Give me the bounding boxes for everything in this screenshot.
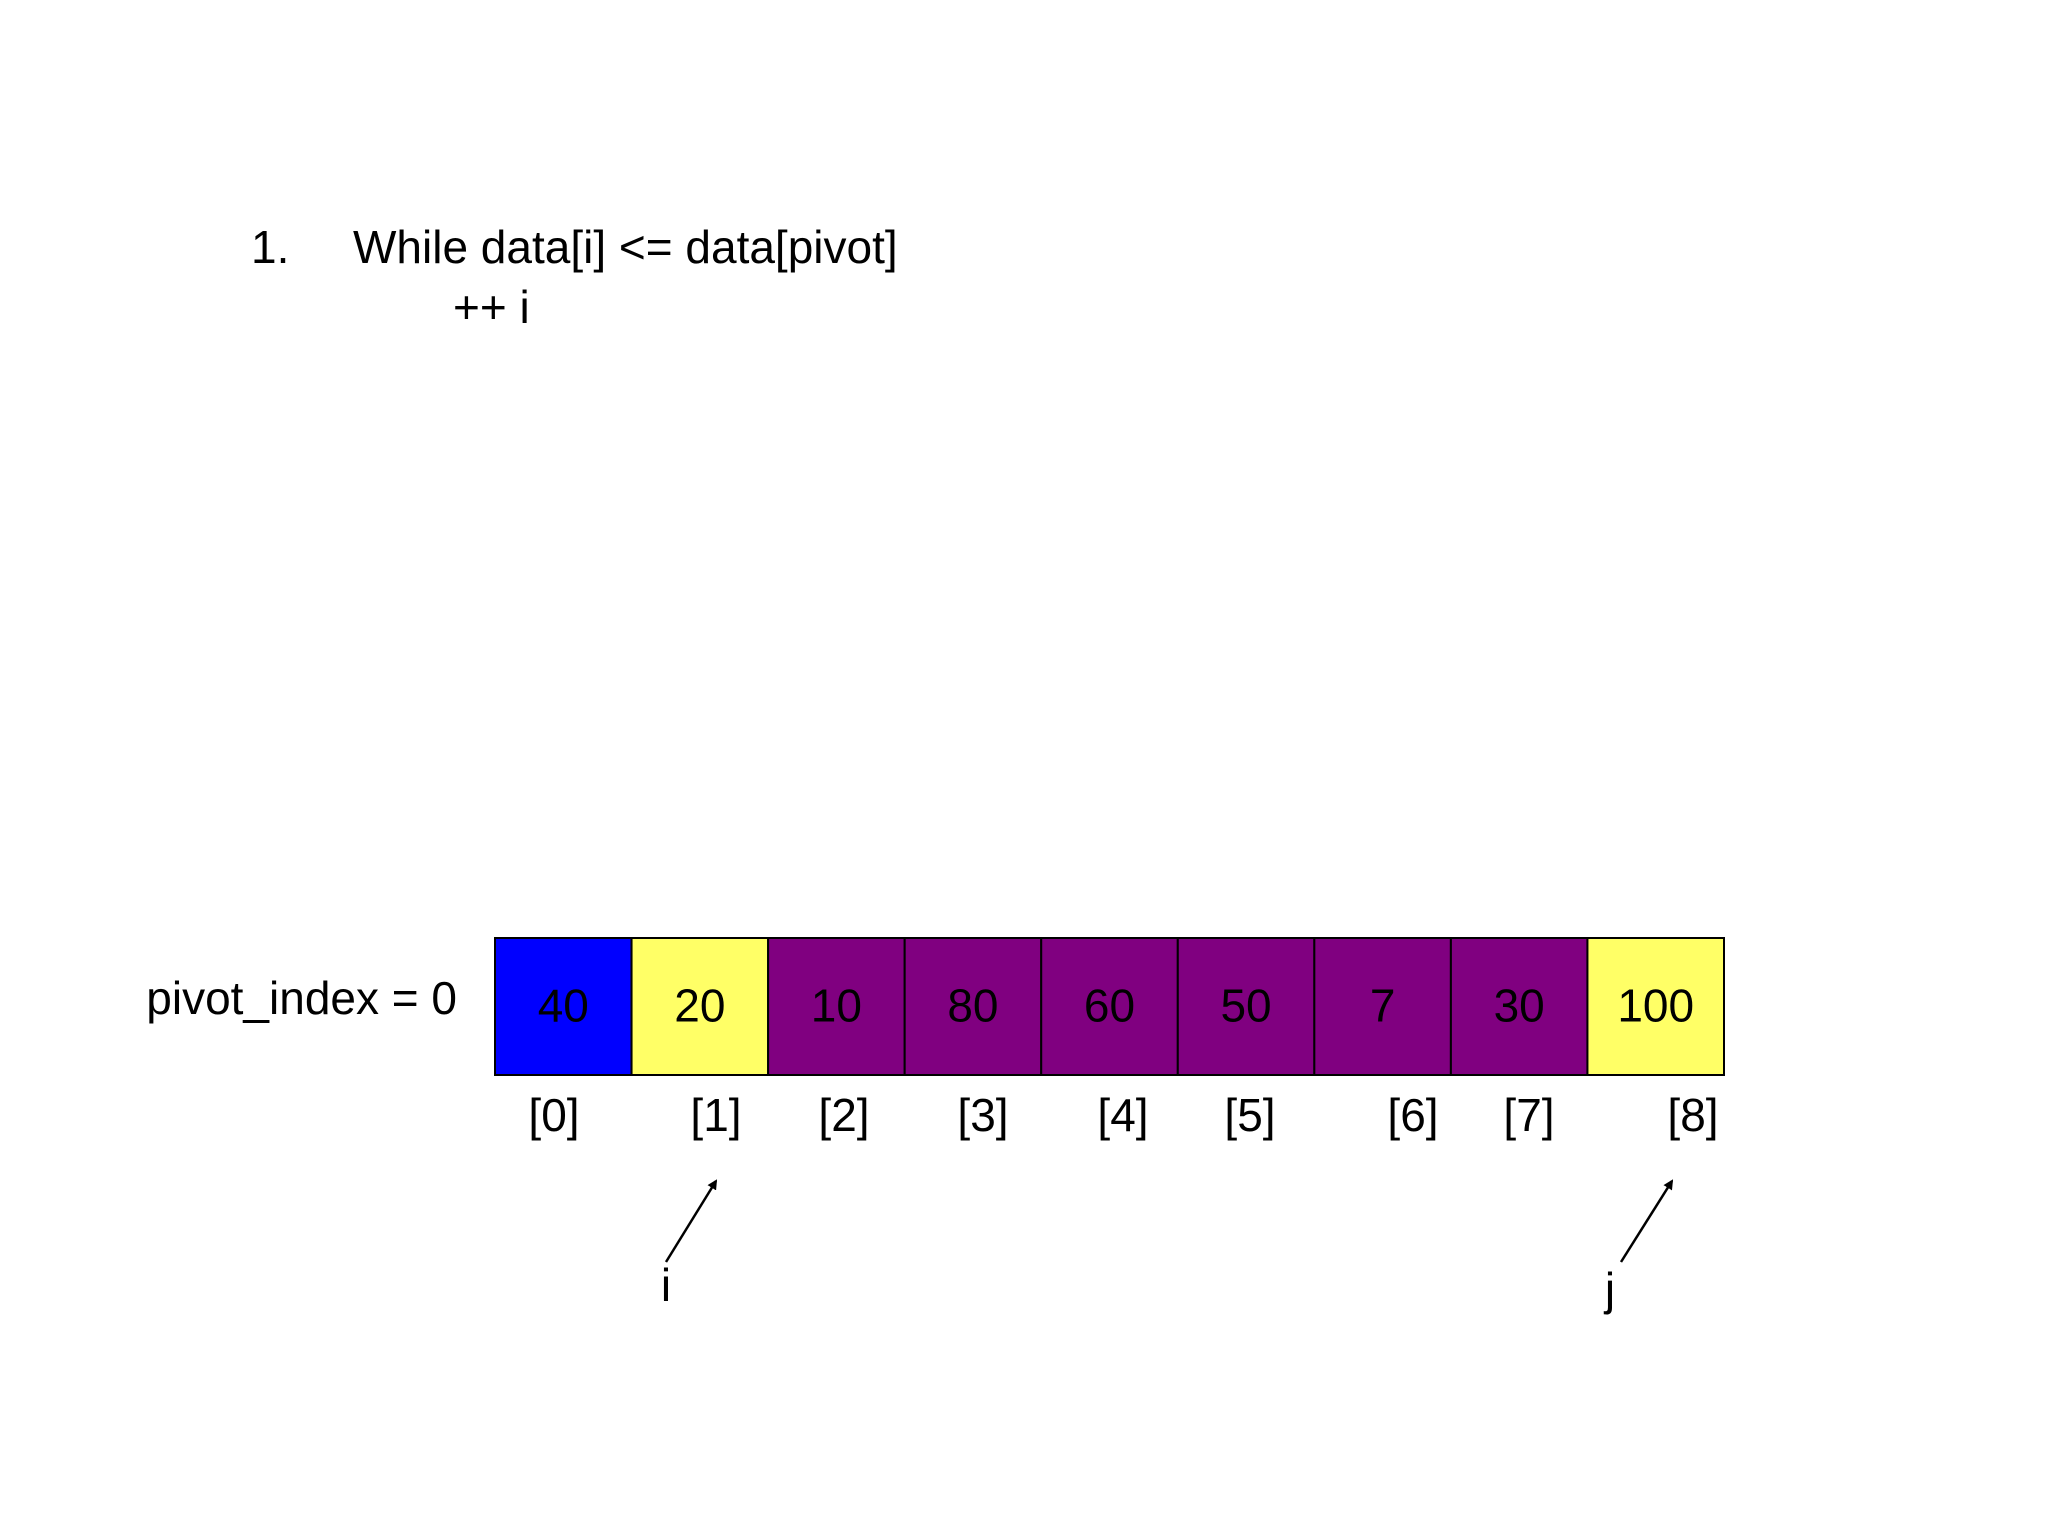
cell-value: 60 — [1084, 980, 1135, 1032]
index-label: [5] — [1224, 1089, 1275, 1141]
arrow-i — [664, 1179, 718, 1263]
cell-value: 50 — [1220, 980, 1271, 1032]
cell-value: 100 — [1617, 980, 1694, 1032]
step-text: While data[i] <= data[pivot] — [353, 221, 898, 273]
array: 40 20 10 80 60 50 7 30 100 — [494, 937, 1726, 1076]
index-label: [3] — [957, 1089, 1008, 1141]
array-cell — [767, 937, 906, 1076]
index-label: [2] — [818, 1089, 869, 1141]
index-label: [7] — [1503, 1089, 1554, 1141]
array-cell — [630, 937, 770, 1076]
array-cell — [1313, 937, 1452, 1076]
array-cell — [1586, 937, 1726, 1076]
index-label: [0] — [528, 1089, 579, 1141]
index-label: [8] — [1667, 1089, 1718, 1141]
cell-value: 7 — [1370, 980, 1396, 1032]
pointer-j: j — [1603, 1263, 1615, 1315]
array-cell — [494, 937, 633, 1076]
step-number: 1. — [251, 221, 289, 273]
index-label: [4] — [1097, 1089, 1148, 1141]
arrow-j — [1619, 1179, 1674, 1263]
cell-value: 30 — [1494, 980, 1545, 1032]
array-cell — [1040, 937, 1179, 1076]
pointer-i: i — [661, 1259, 671, 1311]
cell-value: 20 — [674, 980, 725, 1032]
cell-value: 40 — [538, 980, 589, 1032]
array-cell — [1176, 937, 1316, 1076]
array-cell — [1449, 937, 1589, 1076]
array-cell — [903, 937, 1043, 1076]
cell-value: 80 — [947, 980, 998, 1032]
cell-value: 10 — [811, 980, 862, 1032]
index-label: [6] — [1387, 1089, 1438, 1141]
pivot-label: pivot_index = 0 — [146, 972, 457, 1024]
step-body: ++ i — [453, 281, 530, 333]
index-label: [1] — [690, 1089, 741, 1141]
